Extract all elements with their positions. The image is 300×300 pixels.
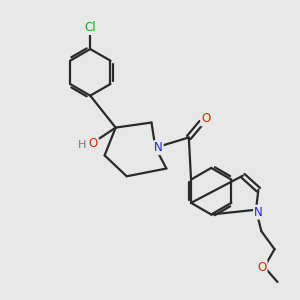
Text: O: O	[257, 261, 267, 274]
Text: O: O	[201, 112, 211, 125]
Text: Cl: Cl	[85, 21, 96, 34]
Text: H: H	[78, 140, 86, 150]
Text: O: O	[88, 137, 97, 150]
Text: N: N	[254, 206, 263, 219]
Text: N: N	[154, 141, 163, 154]
